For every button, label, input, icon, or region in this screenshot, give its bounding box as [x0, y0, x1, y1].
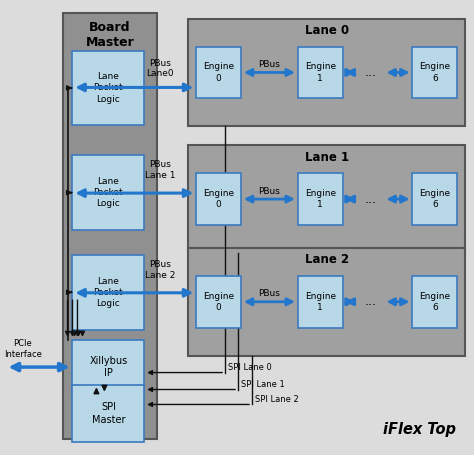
- Bar: [73, 384, 144, 442]
- Bar: [63, 13, 157, 440]
- Bar: [298, 276, 343, 328]
- Text: Lane 0: Lane 0: [305, 24, 349, 37]
- Text: Lane 1: Lane 1: [305, 151, 349, 164]
- Text: SPI Lane 1: SPI Lane 1: [241, 380, 285, 389]
- Text: PBus: PBus: [258, 60, 280, 69]
- Text: PCIe
Interface: PCIe Interface: [4, 339, 42, 359]
- Text: Engine
6: Engine 6: [419, 62, 450, 82]
- Text: Xillybus
IP: Xillybus IP: [89, 356, 128, 378]
- Text: SPI
Master: SPI Master: [91, 402, 125, 425]
- Bar: [73, 51, 144, 125]
- Text: Engine
1: Engine 1: [305, 189, 336, 209]
- Text: PBus
Lane 1: PBus Lane 1: [145, 161, 175, 180]
- Bar: [298, 46, 343, 98]
- Bar: [188, 248, 465, 356]
- Text: Engine
0: Engine 0: [203, 62, 234, 82]
- Bar: [73, 255, 144, 330]
- Bar: [298, 173, 343, 225]
- Text: Engine
1: Engine 1: [305, 292, 336, 312]
- Bar: [188, 145, 465, 253]
- Text: Board
Master: Board Master: [85, 20, 134, 49]
- Text: PBus: PBus: [258, 187, 280, 196]
- Bar: [196, 276, 241, 328]
- Text: Engine
6: Engine 6: [419, 292, 450, 312]
- Text: Engine
0: Engine 0: [203, 292, 234, 312]
- Text: SPI Lane 2: SPI Lane 2: [255, 395, 299, 404]
- Text: Engine
1: Engine 1: [305, 62, 336, 82]
- Bar: [73, 339, 144, 394]
- Bar: [196, 173, 241, 225]
- Text: ...: ...: [365, 66, 377, 79]
- Text: ...: ...: [365, 192, 377, 206]
- Bar: [412, 46, 457, 98]
- Text: SPI Lane 0: SPI Lane 0: [228, 363, 272, 372]
- Bar: [196, 46, 241, 98]
- Text: ...: ...: [365, 295, 377, 308]
- Bar: [188, 19, 465, 126]
- Bar: [73, 155, 144, 230]
- Text: PBus
Lane0: PBus Lane0: [146, 59, 174, 78]
- Text: PBus
Lane 2: PBus Lane 2: [145, 260, 175, 279]
- Text: iFlex Top: iFlex Top: [383, 422, 456, 437]
- Text: Engine
0: Engine 0: [203, 189, 234, 209]
- Text: Lane 2: Lane 2: [305, 253, 349, 266]
- Text: Engine
6: Engine 6: [419, 189, 450, 209]
- Bar: [412, 173, 457, 225]
- Text: Lane
Packet
Logic: Lane Packet Logic: [93, 277, 123, 308]
- Text: PBus: PBus: [258, 289, 280, 298]
- Bar: [412, 276, 457, 328]
- Text: Lane
Packet
Logic: Lane Packet Logic: [93, 177, 123, 208]
- Text: Lane
Packet
Logic: Lane Packet Logic: [93, 72, 123, 104]
